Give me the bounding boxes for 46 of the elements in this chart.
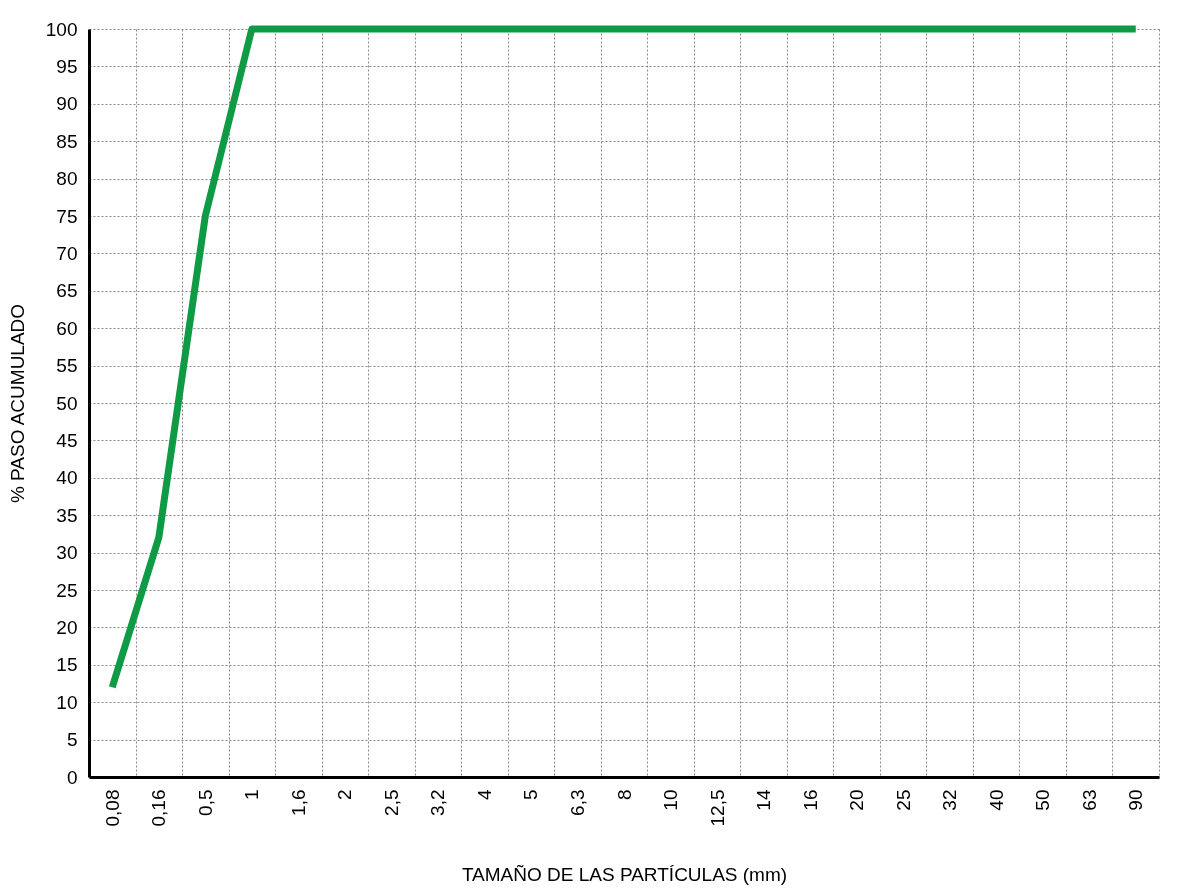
x-tick-label: 6,3 — [566, 789, 588, 816]
x-tick-label: 3,2 — [427, 789, 449, 816]
y-tick-label: 10 — [56, 691, 78, 713]
y-tick-label: 90 — [56, 93, 78, 115]
y-tick-label: 20 — [56, 616, 78, 638]
x-tick-label: 8 — [613, 789, 635, 801]
y-axis-title: % PASO ACUMULADO — [6, 303, 28, 504]
x-tick-label: 0,16 — [148, 789, 170, 827]
y-tick-label: 15 — [56, 654, 78, 676]
x-tick-label: 10 — [660, 789, 682, 811]
x-tick-label: 16 — [799, 789, 821, 811]
x-tick-label: 40 — [985, 789, 1007, 811]
y-tick-label: 5 — [66, 729, 78, 751]
x-tick-label: 50 — [1032, 789, 1054, 811]
x-tick-label: 1 — [241, 789, 263, 801]
y-tick-label: 75 — [56, 205, 78, 227]
x-axis-title: TAMAÑO DE LAS PARTÍCULAS (mm) — [461, 864, 788, 886]
x-tick-label: 32 — [939, 789, 961, 811]
y-tick-label: 55 — [56, 355, 78, 377]
x-tick-label: 20 — [846, 789, 868, 811]
y-tick-label: 30 — [56, 542, 78, 564]
x-tick-label: 0,5 — [194, 789, 216, 816]
y-tick-label: 65 — [56, 280, 78, 302]
y-tick-label: 60 — [56, 317, 78, 339]
x-tick-label: 5 — [520, 789, 542, 801]
x-tick-label: 14 — [753, 789, 775, 811]
x-tick-label: 1,6 — [287, 789, 309, 816]
x-tick-label: 4 — [473, 789, 495, 801]
y-tick-label: 45 — [56, 429, 78, 451]
x-tick-label: 12,5 — [706, 789, 728, 827]
x-tick-label: 0,08 — [101, 789, 123, 827]
x-tick-label: 90 — [1125, 789, 1147, 811]
y-tick-label: 70 — [56, 242, 78, 264]
x-tick-label: 25 — [892, 789, 914, 811]
y-tick-label: 25 — [56, 579, 78, 601]
x-tick-label: 63 — [1078, 789, 1100, 811]
y-tick-label: 0 — [66, 766, 78, 788]
y-tick-label: 50 — [56, 392, 78, 414]
y-tick-label: 35 — [56, 504, 78, 526]
y-tick-label: 40 — [56, 467, 78, 489]
y-tick-label: 85 — [56, 130, 78, 152]
y-tick-label: 100 — [45, 18, 78, 40]
y-tick-label: 95 — [56, 55, 78, 77]
x-tick-label: 2 — [334, 789, 356, 801]
x-tick-label: 2,5 — [380, 789, 402, 816]
y-tick-label: 80 — [56, 168, 78, 190]
